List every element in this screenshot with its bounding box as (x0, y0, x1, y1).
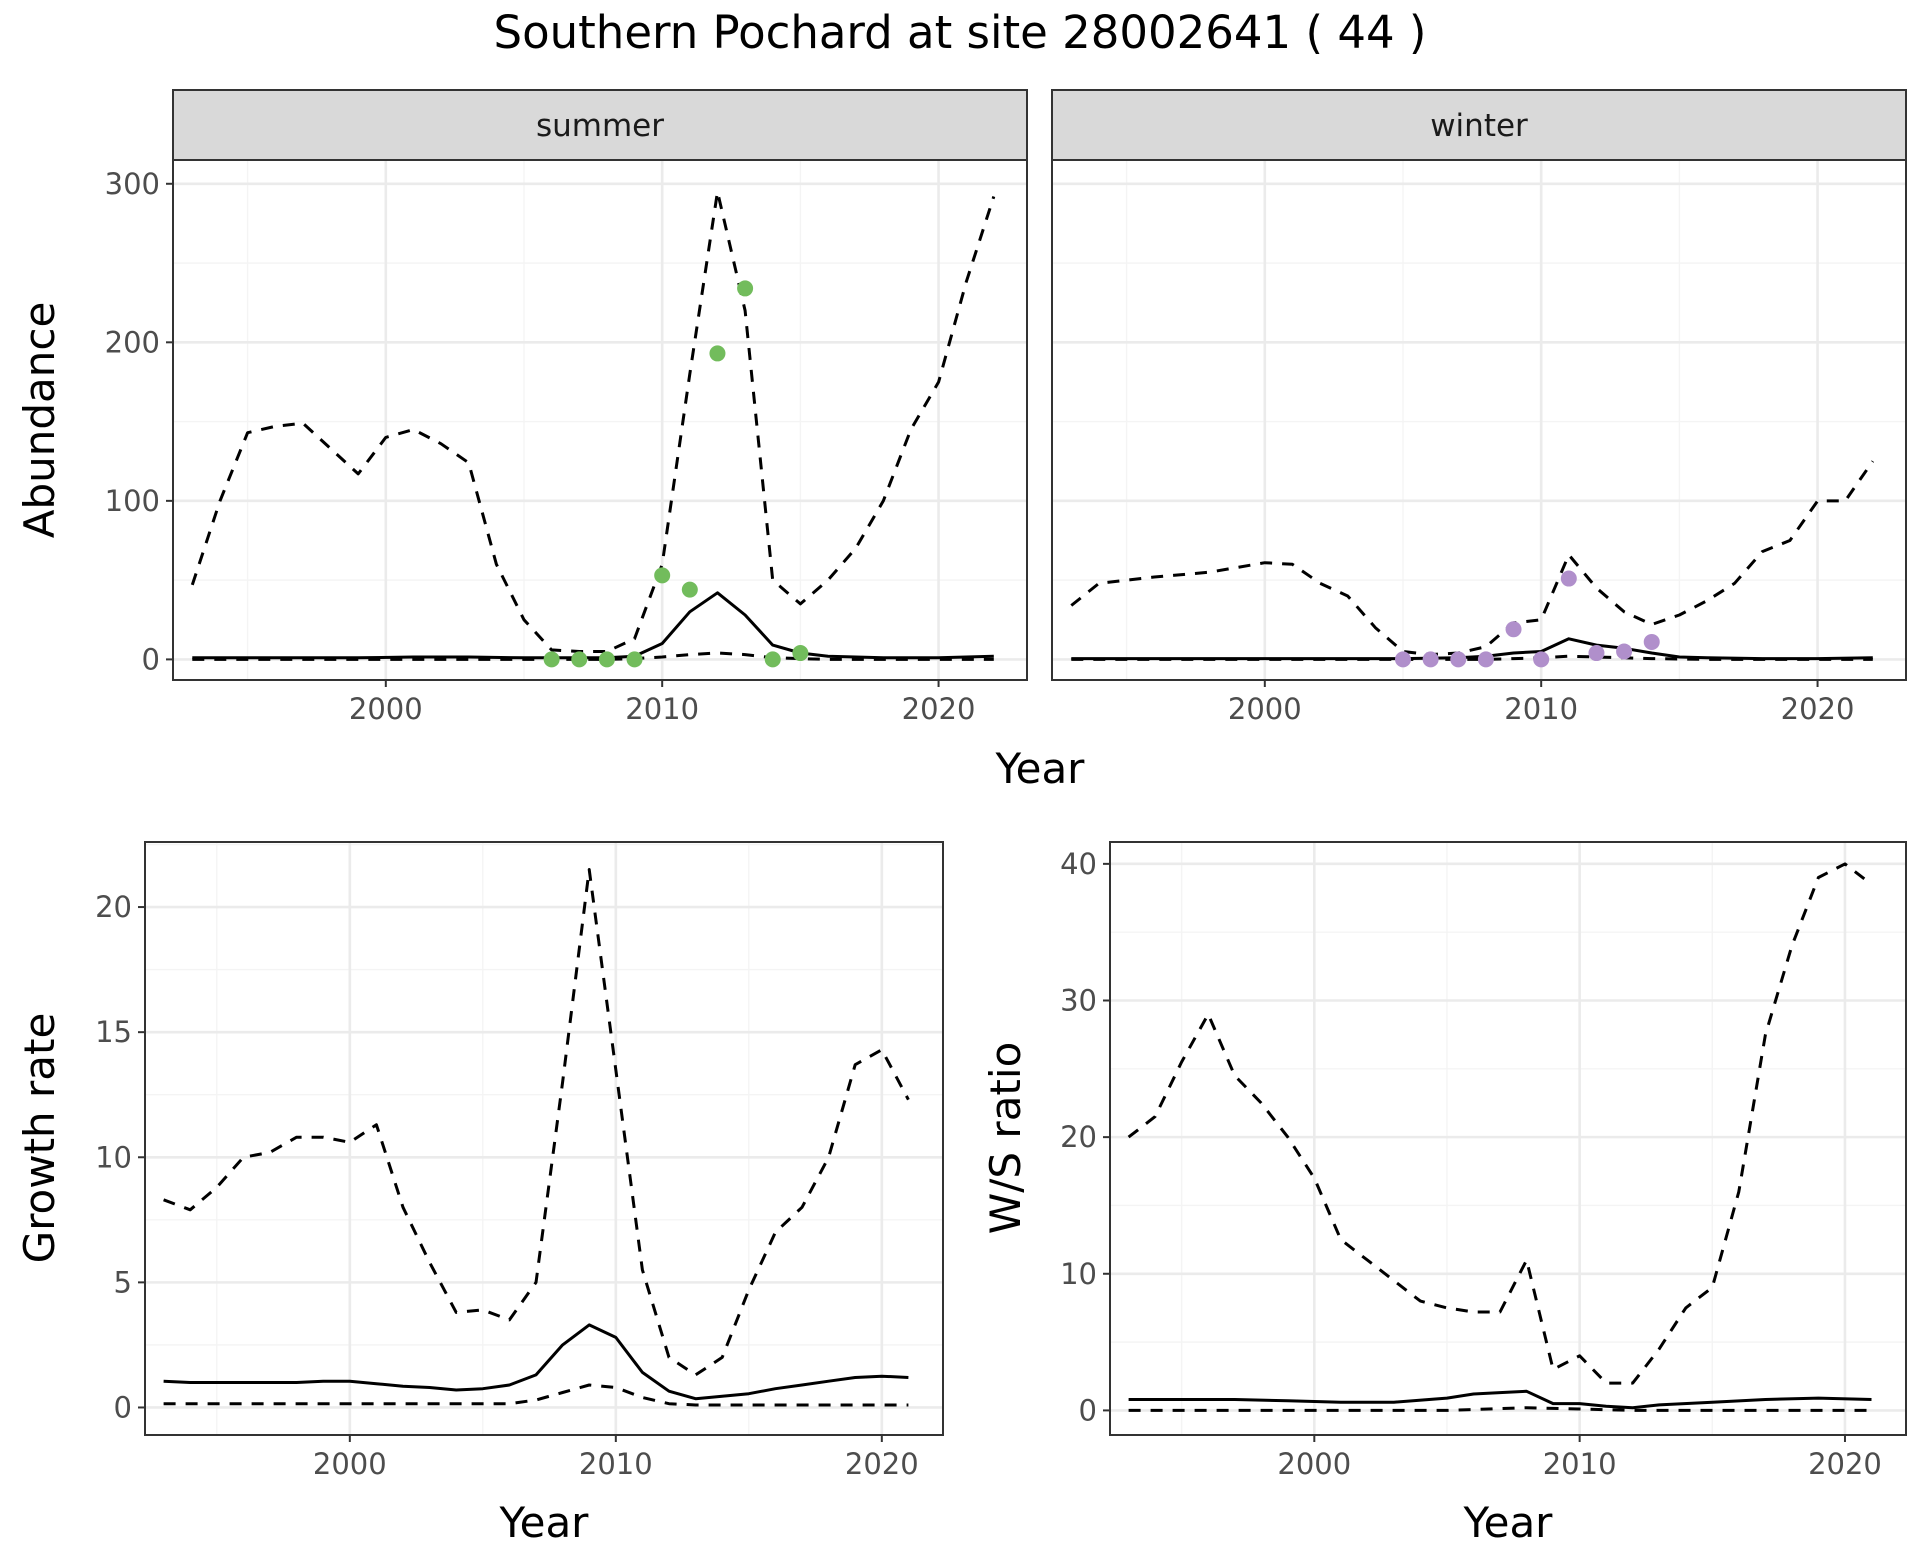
x-tick-label: 2000 (1277, 1447, 1351, 1481)
observed-count-point (1533, 651, 1550, 668)
winter-panel (1051, 159, 1907, 687)
x-tick-label: 2020 (1781, 692, 1855, 726)
y-tick-label: 0 (114, 1390, 132, 1424)
y-tick-label: 200 (105, 325, 160, 359)
observed-count-point (1505, 621, 1522, 638)
x-tick-label: 2010 (1504, 692, 1578, 726)
observed-count-point (709, 345, 726, 362)
observed-count-point (737, 280, 754, 297)
observed-count-point (598, 651, 615, 668)
x-axis-label: Year (1463, 1498, 1554, 1547)
y-tick-label: 0 (1079, 1393, 1097, 1427)
y-tick-label: 0 (142, 642, 160, 676)
y-axis-label: W/S ratio (981, 1042, 1030, 1235)
panel-background (1052, 160, 1906, 680)
observed-count-point (1477, 651, 1494, 668)
observed-count-point (626, 651, 643, 668)
y-tick-label: 20 (95, 890, 132, 924)
y-tick-label: 10 (95, 1140, 132, 1174)
x-tick-label: 2020 (1808, 1447, 1882, 1481)
y-tick-label: 20 (1060, 1120, 1097, 1154)
panel-border (144, 841, 944, 1436)
facet-strip (172, 89, 1028, 161)
panel-background (145, 842, 943, 1435)
x-tick-label: 2010 (625, 692, 699, 726)
facet-strip (1051, 89, 1907, 161)
observed-count-point (1422, 651, 1439, 668)
y-axis-label: Abundance (15, 302, 64, 539)
x-axis-label: Year (499, 1498, 590, 1547)
estimate-line (163, 1323, 909, 1401)
observed-count-point (543, 651, 560, 668)
facet-strip-label: winter (1430, 108, 1528, 144)
observed-count-point (681, 581, 698, 598)
x-tick-label: 2000 (313, 1447, 387, 1481)
y-axis-label: Growth rate (15, 1013, 64, 1264)
y-tick-label: 5 (114, 1265, 132, 1299)
facet-strip-label: summer (536, 108, 664, 144)
observed-count-point (792, 645, 809, 662)
estimate-line (1071, 637, 1873, 661)
observed-count-point (1588, 645, 1605, 662)
x-tick-label: 2000 (1228, 692, 1302, 726)
x-tick-label: 2020 (902, 692, 976, 726)
upper-bound-line (163, 868, 910, 1377)
panel-background (173, 160, 1027, 680)
y-tick-label: 100 (105, 484, 160, 518)
growth-rate-panel (138, 841, 944, 1442)
y-tick-label: 10 (1060, 1257, 1097, 1291)
y-tick-label: 300 (105, 167, 160, 201)
observed-count-point (1560, 570, 1577, 587)
y-tick-label: 30 (1060, 983, 1097, 1017)
lower-bound-line (1128, 1406, 1872, 1412)
panel-border (172, 159, 1028, 681)
observed-count-point (764, 651, 781, 668)
observed-count-point (1616, 643, 1633, 660)
observed-count-point (571, 651, 588, 668)
x-tick-label: 2010 (579, 1447, 653, 1481)
x-tick-label: 2010 (1543, 1447, 1617, 1481)
lower-bound-line (163, 1383, 909, 1407)
lower-bound-line (1071, 654, 1873, 661)
upper-bound-line (190, 190, 996, 653)
panel-border (1051, 159, 1907, 681)
observed-count-point (1643, 633, 1660, 650)
x-axis-label: Year (995, 744, 1086, 793)
figure-title: Southern Pochard at site 28002641 ( 44 ) (493, 6, 1427, 59)
estimate-line (1128, 1389, 1872, 1410)
ws-ratio-panel (1103, 841, 1907, 1442)
observed-count-point (1450, 651, 1467, 668)
x-tick-label: 2020 (845, 1447, 919, 1481)
upper-bound-line (1127, 862, 1873, 1385)
y-tick-label: 15 (95, 1015, 132, 1049)
panel-border (1109, 841, 1907, 1436)
panel-background (1110, 842, 1906, 1435)
summer-panel (166, 159, 1028, 687)
lower-bound-line (192, 651, 994, 661)
observed-count-point (1394, 651, 1411, 668)
y-tick-label: 40 (1060, 847, 1097, 881)
x-tick-label: 2000 (349, 692, 423, 726)
observed-count-point (654, 567, 671, 584)
